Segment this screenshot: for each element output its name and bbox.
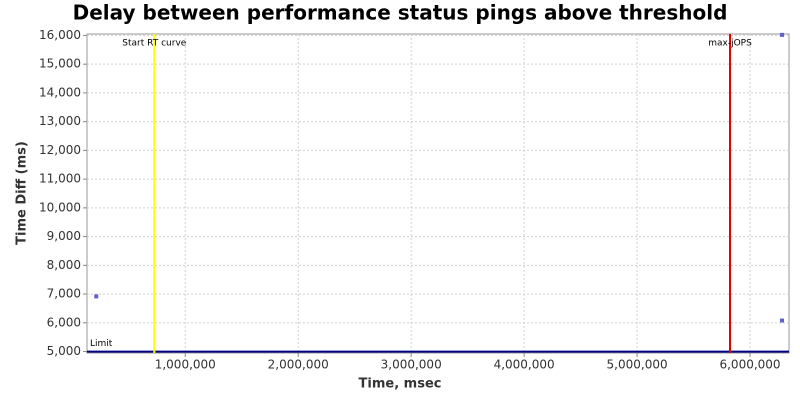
point — [779, 32, 784, 37]
y-tick-label: 15,000 — [39, 57, 81, 71]
y-axis-label: Time Diff (ms) — [15, 141, 30, 245]
y-tick-label: 9,000 — [47, 229, 81, 243]
chart-title: Delay between performance status pings a… — [73, 1, 728, 25]
y-tick-label: 14,000 — [39, 85, 81, 99]
y-tick-label: 12,000 — [39, 143, 81, 157]
x-tick-label: 5,000,000 — [607, 358, 668, 372]
plot-area — [86, 33, 790, 354]
y-tick-label: 7,000 — [47, 287, 81, 301]
marker-label: Start RT curve — [122, 39, 186, 49]
x-tick-label: 4,000,000 — [494, 358, 555, 372]
point — [779, 318, 784, 323]
y-tick-label: 5,000 — [47, 344, 81, 358]
marker-label: max-jOPS — [708, 39, 752, 49]
x-tick-label: 3,000,000 — [381, 358, 442, 372]
x-tick-label: 2,000,000 — [268, 358, 329, 372]
y-tick-label: 11,000 — [39, 172, 81, 186]
y-tick-label: 6,000 — [47, 315, 81, 329]
limit-label: Limit — [90, 339, 113, 349]
x-tick-label: 6,000,000 — [719, 358, 780, 372]
x-axis-label: Time, msec — [359, 377, 442, 392]
y-tick-label: 8,000 — [47, 258, 81, 272]
y-tick-label: 16,000 — [39, 28, 81, 42]
y-tick-label: 13,000 — [39, 114, 81, 128]
y-tick-label: 10,000 — [39, 200, 81, 214]
point — [94, 294, 99, 299]
x-tick-label: 1,000,000 — [155, 358, 216, 372]
